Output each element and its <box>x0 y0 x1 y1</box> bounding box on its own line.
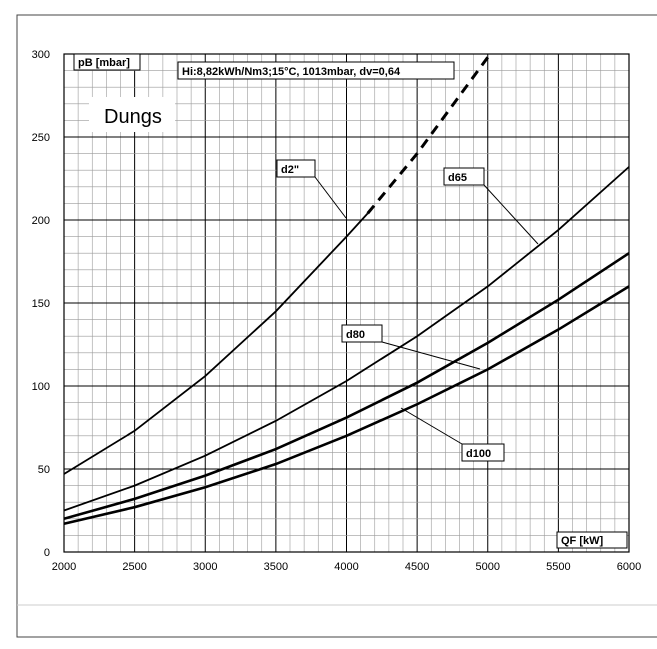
x-tick-label: 5500 <box>546 561 570 573</box>
series-label-leader <box>314 176 347 219</box>
series-label: d65 <box>448 172 467 184</box>
x-tick-label: 5000 <box>476 561 500 573</box>
x-tick-label: 4500 <box>405 561 429 573</box>
series-label-box <box>276 159 316 178</box>
series-label: d2" <box>281 164 299 176</box>
y-tick-label: 100 <box>32 381 50 393</box>
conditions-label-box <box>177 61 455 80</box>
y-tick-label: 0 <box>44 547 50 559</box>
series-label-box <box>341 324 383 343</box>
series-label-leader <box>483 184 539 245</box>
x-tick-label: 2500 <box>122 561 146 573</box>
series-label-leader <box>400 407 463 445</box>
series-lines <box>63 56 630 526</box>
y-tick-label: 150 <box>32 298 50 310</box>
x-tick-label: 4000 <box>334 561 358 573</box>
series-line-2 <box>63 252 630 521</box>
conditions-label: Hi:8,82kWh/Nm3;15°C, 1013mbar, dv=0,64 <box>182 66 401 78</box>
x-axis-label-box <box>556 531 628 549</box>
y-tick-label: 50 <box>38 464 50 476</box>
brand-logo-text: Dungs <box>104 106 162 128</box>
y-tick-label: 300 <box>32 49 50 61</box>
series-label: d80 <box>346 329 365 341</box>
series-label-leader <box>381 341 481 370</box>
x-tick-label: 6000 <box>617 561 641 573</box>
x-tick-label: 3500 <box>264 561 288 573</box>
x-tick-label: 3000 <box>193 561 217 573</box>
y-tick-label: 200 <box>32 215 50 227</box>
series-line-0 <box>63 212 369 475</box>
x-tick-label: 2000 <box>52 561 76 573</box>
x-axis-label: QF [kW] <box>561 535 603 547</box>
series-label-box <box>461 443 505 462</box>
annotations: pB [mbar] QF [kW] Hi:8,82kWh/Nm3;15°C, 101… <box>73 53 628 549</box>
y-axis-label: pB [mbar] <box>78 57 130 69</box>
brand-bg <box>89 97 175 132</box>
y-tick-label: 250 <box>32 132 50 144</box>
series-line-0-dashed <box>366 56 489 215</box>
axis-ticks: 2000 2500 3000 3500 4000 4500 5000 5500 6000 0 50 1… <box>32 49 642 573</box>
plot-border <box>63 53 630 553</box>
series-line-1 <box>63 166 630 512</box>
series-label: d100 <box>466 448 491 460</box>
outer-border <box>16 14 657 638</box>
series-line-3 <box>63 285 630 526</box>
y-axis-label-box <box>73 53 141 71</box>
series-label-box <box>443 167 485 186</box>
